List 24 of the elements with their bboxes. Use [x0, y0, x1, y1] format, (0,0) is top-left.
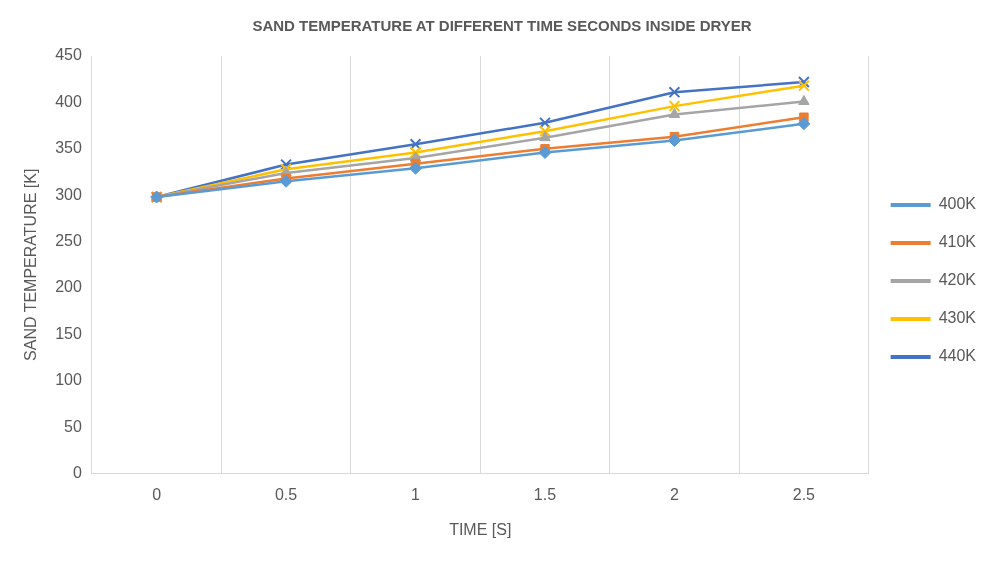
legend-label: 420K [938, 271, 977, 289]
y-tick-label: 450 [55, 46, 82, 64]
y-tick-label: 350 [55, 139, 82, 157]
y-tick-label: 100 [55, 371, 82, 389]
x-tick-label: 0.5 [274, 485, 298, 503]
legend-label: 400K [938, 195, 977, 213]
x-tick-label: 2.5 [792, 485, 816, 503]
legend-label: 410K [938, 233, 977, 251]
x-tick-label: 1.5 [533, 485, 557, 503]
chart-title: SAND TEMPERATURE AT DIFFERENT TIME SECONDS INSIDE DRYER [252, 17, 752, 35]
y-tick-label: 50 [64, 417, 82, 435]
y-tick-label: 250 [55, 232, 82, 250]
legend-label: 430K [938, 309, 977, 327]
legend-label: 440K [938, 347, 977, 365]
x-tick-label: 1 [411, 485, 421, 503]
y-tick-label: 300 [55, 185, 82, 203]
y-tick-label: 0 [72, 464, 82, 482]
x-tick-label: 0 [152, 485, 162, 503]
x-tick-label: 2 [670, 485, 679, 503]
y-tick-label: 200 [55, 278, 82, 296]
y-axis-title: SAND TEMPERATURE [K] [22, 168, 40, 361]
y-tick-label: 400 [55, 92, 82, 110]
y-tick-label: 150 [55, 324, 82, 342]
x-axis-title: TIME [S] [449, 520, 512, 538]
